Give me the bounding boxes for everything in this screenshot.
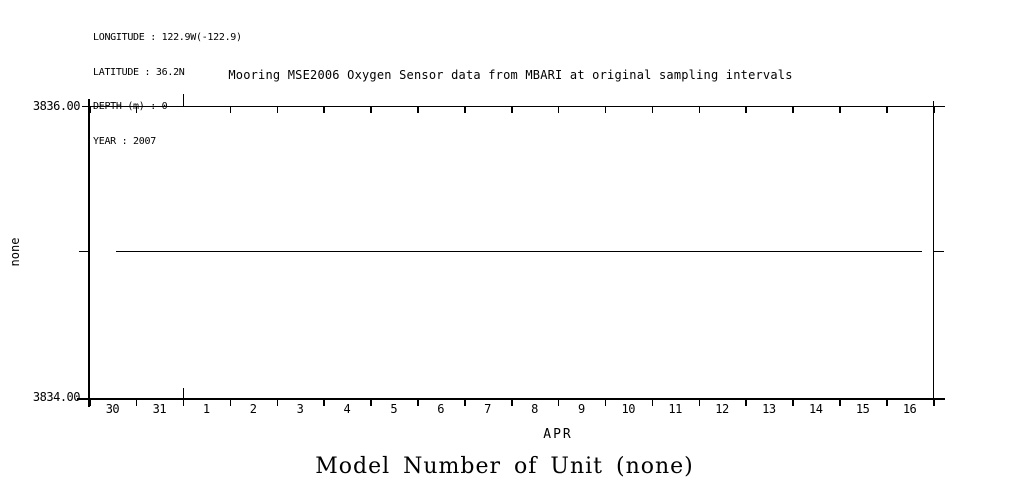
y-axis-tick-label-max: 3836.00 [32,99,81,113]
x-tick-label: 3 [296,402,304,416]
day-boundary-tick-bottom [89,398,91,406]
chart-title: Mooring MSE2006 Oxygen Sensor data from … [228,68,793,82]
day-boundary-tick-top [792,106,794,113]
day-boundary-tick-bottom [135,398,138,406]
left-axis-line [88,99,90,407]
day-boundary-tick-top [276,106,279,113]
x-tick-label: 5 [390,402,398,416]
x-tick-label: 31 [152,402,167,416]
metadata-year: YEAR : 2007 [93,135,156,147]
day-boundary-tick-bottom [604,398,607,406]
day-boundary-tick-top [933,106,935,113]
metadata-longitude: LONGITUDE : 122.9W(-122.9) [93,32,242,43]
day-boundary-tick-bottom [792,398,794,406]
day-boundary-tick-top [135,106,138,113]
day-boundary-tick-top [229,106,232,113]
day-boundary-tick-bottom [229,398,232,406]
day-boundary-tick-top [604,106,607,113]
metadata-latitude: LATITUDE : 36.2N [93,66,185,78]
left-axis-mid-tick [79,250,89,252]
day-boundary-tick-top [323,106,325,113]
day-boundary-tick-bottom [933,398,935,406]
x-tick-label: 13 [762,402,776,416]
day-boundary-tick-bottom [698,398,701,406]
month-boundary-tick-top [182,93,185,106]
x-axis-month-label: APR [543,427,573,442]
x-tick-label: 1 [202,402,210,416]
day-boundary-tick-top [89,106,91,113]
day-boundary-tick-bottom [745,398,747,406]
day-boundary-tick-bottom [651,398,654,406]
day-boundary-tick-bottom [417,398,419,406]
metadata-block: LONGITUDE : 122.9W(-122.9) LATITUDE : 36… [93,9,242,170]
day-boundary-tick-top [839,106,841,113]
x-tick-label: 8 [531,402,538,416]
right-axis-line [932,101,934,404]
day-boundary-tick-bottom [886,398,888,406]
day-boundary-tick-top [886,106,888,113]
x-tick-label: 14 [809,402,823,416]
y-axis-tick-label-min: 3834.00 [32,390,81,404]
day-boundary-tick-top [745,106,747,113]
day-boundary-tick-bottom [464,398,466,406]
x-tick-label: 10 [621,402,635,416]
day-boundary-tick-top [370,106,372,113]
x-tick-label: 6 [437,402,445,416]
x-tick-label: 30 [105,402,120,416]
x-tick-label: 12 [715,402,729,416]
x-tick-label: 4 [343,402,351,416]
y-axis-title: none [8,237,22,267]
x-tick-label: 2 [249,402,257,416]
day-boundary-tick-bottom [839,398,841,406]
month-boundary-tick-bottom [182,388,185,406]
x-tick-label: 15 [855,402,870,416]
day-boundary-tick-top [417,106,419,113]
day-boundary-tick-bottom [370,398,372,406]
day-boundary-tick-top [651,106,654,113]
day-boundary-tick-top [557,106,560,113]
x-tick-label: 16 [902,402,917,416]
x-tick-label: 9 [577,402,585,416]
day-boundary-tick-bottom [511,398,513,406]
day-boundary-tick-top [464,106,466,113]
day-boundary-tick-bottom [557,398,560,406]
x-tick-label: 11 [668,402,682,416]
figure-title: Model Number of Unit (none) [315,454,694,479]
right-axis-mid-tick [933,250,944,252]
data-series-line [116,250,922,253]
x-tick-label: 7 [484,402,491,416]
day-boundary-tick-top [511,106,513,113]
day-boundary-tick-top [698,106,701,113]
top-axis-line [82,105,945,107]
day-boundary-tick-bottom [276,398,279,406]
day-boundary-tick-bottom [323,398,325,406]
